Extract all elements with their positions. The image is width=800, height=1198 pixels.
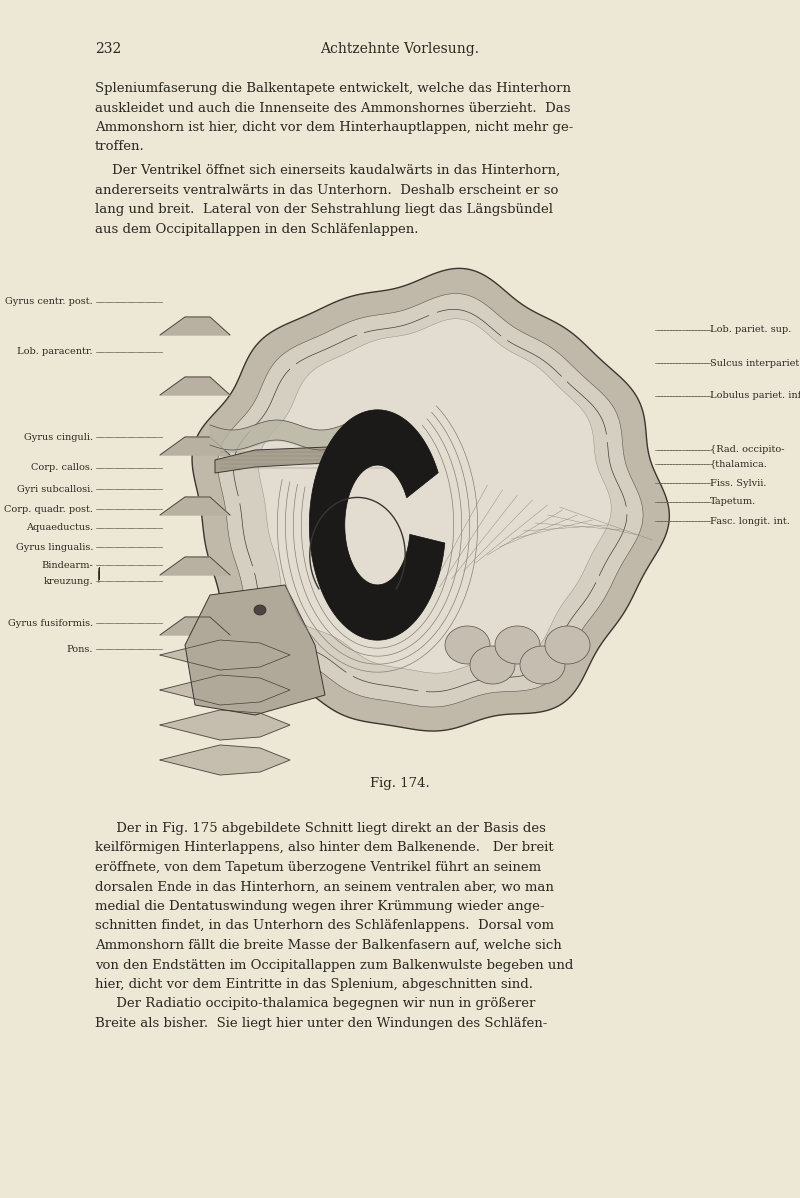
Text: von den Endstätten im Occipitallappen zum Balkenwulste begeben und: von den Endstätten im Occipitallappen zu… — [95, 958, 574, 972]
Text: lang und breit.  Lateral von der Sehstrahlung liegt das Längsbündel: lang und breit. Lateral von der Sehstrah… — [95, 202, 553, 216]
Ellipse shape — [254, 605, 266, 615]
Text: eröffnete, von dem Tapetum überzogene Ventrikel führt an seinem: eröffnete, von dem Tapetum überzogene Ve… — [95, 861, 541, 875]
Polygon shape — [160, 674, 290, 704]
Text: {Rad. occipito-: {Rad. occipito- — [710, 446, 785, 454]
Text: Der in Fig. 175 abgebildete Schnitt liegt direkt an der Basis des: Der in Fig. 175 abgebildete Schnitt lieg… — [95, 822, 546, 835]
Text: Bindearm-: Bindearm- — [42, 561, 93, 569]
Polygon shape — [160, 377, 230, 395]
Text: Achtzehnte Vorlesung.: Achtzehnte Vorlesung. — [321, 42, 479, 56]
Text: medial die Dentatuswindung wegen ihrer Krümmung wieder ange-: medial die Dentatuswindung wegen ihrer K… — [95, 900, 545, 913]
Ellipse shape — [495, 627, 540, 664]
Text: Fiss. Sylvii.: Fiss. Sylvii. — [710, 478, 766, 488]
Text: Gyri subcallosi.: Gyri subcallosi. — [17, 484, 93, 494]
Text: Tapetum.: Tapetum. — [710, 497, 756, 507]
Text: Lobulus pariet. inf.: Lobulus pariet. inf. — [710, 392, 800, 400]
Text: Gyrus centr. post.: Gyrus centr. post. — [6, 297, 93, 307]
Text: schnitten findet, in das Unterhorn des Schläfenlappens.  Dorsal vom: schnitten findet, in das Unterhorn des S… — [95, 920, 554, 932]
Ellipse shape — [520, 646, 565, 684]
Text: Gyrus lingualis.: Gyrus lingualis. — [15, 543, 93, 551]
Polygon shape — [258, 319, 611, 673]
Text: Fig. 174.: Fig. 174. — [370, 778, 430, 789]
Polygon shape — [160, 437, 230, 455]
Text: Gyrus fusiformis.: Gyrus fusiformis. — [8, 618, 93, 628]
Text: Corp. callos.: Corp. callos. — [31, 464, 93, 472]
Polygon shape — [185, 585, 325, 715]
Text: Ammonshorn fällt die breite Masse der Balkenfasern auf, welche sich: Ammonshorn fällt die breite Masse der Ba… — [95, 939, 562, 952]
Polygon shape — [192, 268, 670, 731]
Text: Spleniumfaserung die Balkentapete entwickelt, welche das Hinterhorn: Spleniumfaserung die Balkentapete entwic… — [95, 81, 571, 95]
Polygon shape — [160, 745, 290, 775]
Text: hier, dicht vor dem Eintritte in das Splenium, abgeschnitten sind.: hier, dicht vor dem Eintritte in das Spl… — [95, 978, 533, 991]
Text: auskleidet und auch die Innenseite des Ammonshornes überzieht.  Das: auskleidet und auch die Innenseite des A… — [95, 102, 570, 115]
Text: Ammonshorn ist hier, dicht vor dem Hinterhauptlappen, nicht mehr ge-: Ammonshorn ist hier, dicht vor dem Hinte… — [95, 121, 574, 134]
Text: keilförmigen Hinterlappens, also hinter dem Balkenende.   Der breit: keilförmigen Hinterlappens, also hinter … — [95, 841, 554, 854]
Text: Lob. pariet. sup.: Lob. pariet. sup. — [710, 326, 791, 334]
Ellipse shape — [470, 646, 515, 684]
Polygon shape — [160, 640, 290, 670]
Text: Der Ventrikel öffnet sich einerseits kaudalwärts in das Hinterhorn,: Der Ventrikel öffnet sich einerseits kau… — [95, 164, 560, 177]
Polygon shape — [160, 617, 230, 635]
Polygon shape — [218, 294, 643, 707]
Text: Der Radiatio occipito-thalamica begegnen wir nun in größerer: Der Radiatio occipito-thalamica begegnen… — [95, 998, 535, 1010]
Text: kreuzung.: kreuzung. — [43, 576, 93, 586]
Text: Aquaeductus.: Aquaeductus. — [26, 524, 93, 532]
Text: aus dem Occipitallappen in den Schläfenlappen.: aus dem Occipitallappen in den Schläfenl… — [95, 223, 418, 236]
Polygon shape — [215, 444, 418, 473]
Text: dorsalen Ende in das Hinterhorn, an seinem ventralen aber, wo man: dorsalen Ende in das Hinterhorn, an sein… — [95, 881, 554, 894]
Polygon shape — [160, 710, 290, 740]
Polygon shape — [160, 557, 230, 575]
Polygon shape — [160, 317, 230, 335]
Text: andererseits ventralwärts in das Unterhorn.  Deshalb erscheint er so: andererseits ventralwärts in das Unterho… — [95, 183, 558, 196]
Text: troffen.: troffen. — [95, 140, 145, 153]
Text: |: | — [97, 570, 101, 582]
Text: Fasc. longit. int.: Fasc. longit. int. — [710, 516, 790, 526]
Text: {thalamica.: {thalamica. — [710, 460, 768, 468]
Ellipse shape — [445, 627, 490, 664]
Text: |: | — [97, 567, 101, 579]
Ellipse shape — [545, 627, 590, 664]
Polygon shape — [310, 410, 445, 640]
Text: Gyrus cinguli.: Gyrus cinguli. — [24, 432, 93, 442]
Text: Pons.: Pons. — [66, 645, 93, 653]
Text: Sulcus interpariet.: Sulcus interpariet. — [710, 358, 800, 368]
Text: Breite als bisher.  Sie liegt hier unter den Windungen des Schläfen-: Breite als bisher. Sie liegt hier unter … — [95, 1017, 547, 1030]
Text: Lob. paracentr.: Lob. paracentr. — [18, 347, 93, 357]
Polygon shape — [160, 497, 230, 515]
Text: 232: 232 — [95, 42, 122, 56]
Text: Corp. quadr. post.: Corp. quadr. post. — [4, 504, 93, 514]
